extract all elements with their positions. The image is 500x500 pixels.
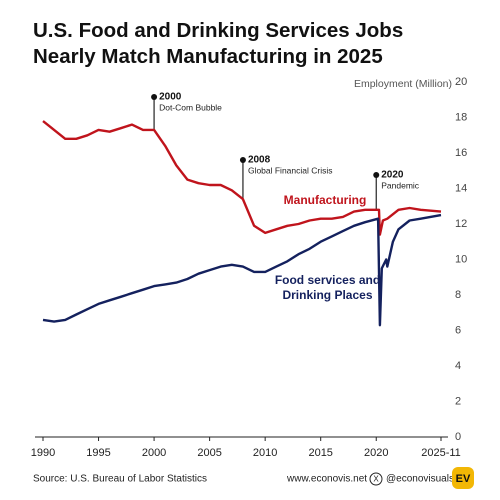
- y-tick-label: 6: [455, 324, 461, 336]
- x-tick-label: 1995: [86, 447, 110, 459]
- social-icon: [369, 472, 383, 486]
- series-line: [42, 213, 442, 327]
- x-tick-label: 2025-11: [421, 447, 461, 459]
- annotation-dot: [239, 157, 246, 163]
- chart-title: U.S. Food and Drinking Services Jobs Nea…: [33, 19, 404, 68]
- x-tick-label: 2015: [308, 447, 332, 459]
- x-tick-label: 2000: [142, 447, 166, 459]
- logo-box: [452, 467, 474, 489]
- y-tick-label: 8: [455, 289, 461, 301]
- annotation-text: Global Financial Crisis: [248, 165, 333, 175]
- annotation-dot: [373, 172, 380, 178]
- annotation-year: 2020: [381, 170, 404, 181]
- source: Source: U.S. Bureau of Labor Statistics: [33, 474, 207, 485]
- y-tick-label: 0: [455, 431, 461, 443]
- y-tick-label: 20: [455, 76, 467, 88]
- annotation-dot: [151, 94, 158, 100]
- x-tick-label: 2010: [253, 447, 277, 459]
- x-tick-label: 2020: [364, 447, 388, 459]
- series-line: [42, 120, 442, 236]
- website: www.econovis.net: [286, 474, 367, 485]
- annotation-year: 2000: [159, 92, 182, 103]
- y-tick-label: 2: [455, 395, 461, 407]
- logo: EV: [456, 473, 471, 485]
- series-label: Food services and Drinking Places: [274, 273, 381, 302]
- annotation-year: 2008: [248, 155, 271, 166]
- x-tick-label: 2005: [197, 447, 221, 459]
- series-label: Manufacturing: [283, 193, 367, 207]
- y-tick-label: 18: [455, 111, 467, 123]
- annotation-text: Dot-Com Bubble: [159, 102, 222, 112]
- y-tick-label: 10: [455, 253, 467, 265]
- y-tick-label: 4: [455, 360, 461, 372]
- annotation-text: Pandemic: [381, 180, 420, 190]
- x-tick-label: 1990: [31, 447, 55, 459]
- y-tick-label: 16: [455, 147, 467, 159]
- y-tick-label: 12: [455, 218, 467, 230]
- social-icon-x: X: [373, 475, 379, 484]
- y-tick-label: 14: [455, 182, 467, 194]
- y-axis-label: Employment (Million): [354, 78, 452, 90]
- social: @econovisuals: [386, 474, 454, 485]
